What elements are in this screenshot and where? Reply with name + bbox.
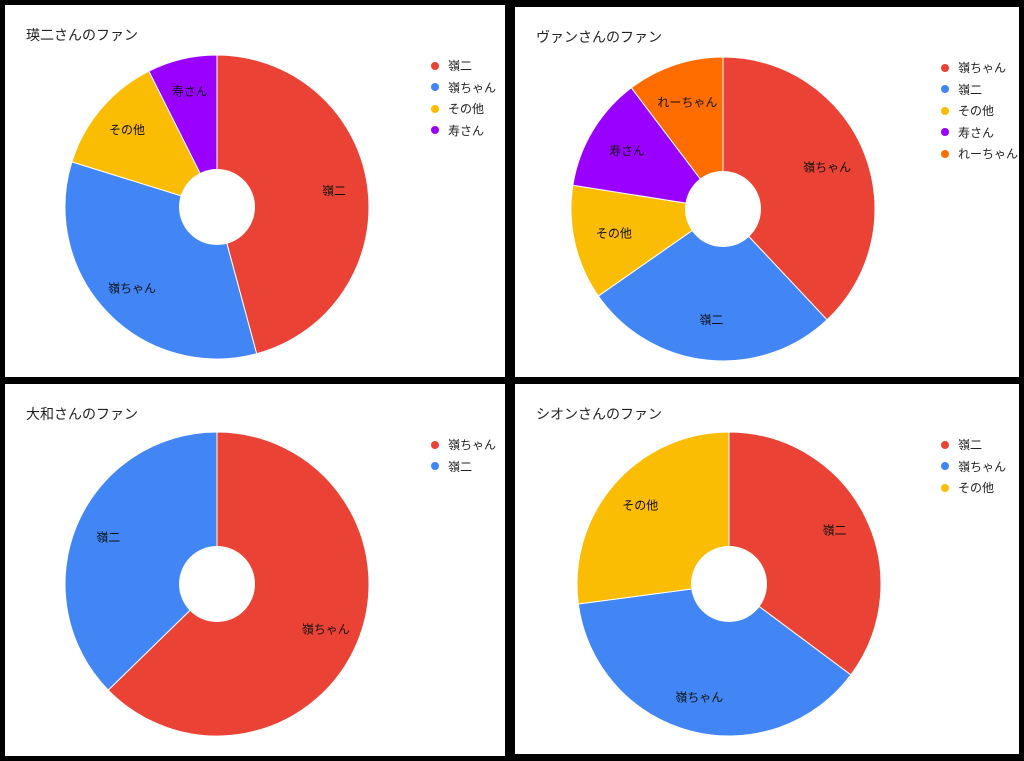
legend-swatch [431,440,439,449]
legend: 嶺二嶺ちゃんその他寿さん [431,55,496,141]
legend-label: その他 [958,104,995,119]
pie-slice [728,431,882,676]
chart-title: 大和さんのファン [26,407,138,423]
chart-panel-1: ヴァンさんのファン 嶺ちゃん 嶺二 その他 寿さん れーちゃん 嶺ちゃん 嶺二 その他 寿さん… [515,7,1019,377]
legend-swatch [941,106,949,115]
pie-slice [576,431,730,605]
slice-label: 嶺ちゃん [803,160,851,174]
legend-item: れーちゃん [941,143,1018,165]
legend-item: 嶺二 [941,434,1006,456]
chart-panel-3: シオンさんのファン 嶺二 嶺ちゃん その他 嶺二 嶺ちゃん その他 [515,384,1019,754]
legend-swatch [431,83,439,92]
slice-label: 嶺ちゃん [675,691,723,705]
legend-swatch [431,126,439,135]
pie-slice [572,87,725,210]
pie-chart: 嶺ちゃん 嶺二 [64,431,370,737]
legend-label: 嶺ちゃん [448,438,497,453]
legend-item: 嶺二 [941,79,1018,101]
legend: 嶺ちゃん 嶺二 [431,434,496,477]
slice-label: 寿さん [172,85,208,99]
legend-label: 嶺二 [958,82,983,97]
donut-hole [179,546,255,622]
slice-label: その他 [596,227,632,241]
legend-item: その他 [941,477,1006,499]
chart-panel-0: 瑛二さんのファン 嶺二 嶺ちゃん その他 寿さん 嶺二 嶺ちゃん その他 寿さん [5,5,505,377]
chart-panel-2: 大和さんのファン 嶺ちゃん 嶺二 嶺ちゃん 嶺二 [5,384,505,756]
legend-label: 嶺二 [958,438,983,453]
slice-label: 嶺二 [699,313,723,327]
pie-slice [577,583,852,737]
legend-label: 嶺二 [448,459,473,474]
slice-label: その他 [109,123,145,137]
legend-swatch [941,483,949,492]
chart-title: 瑛二さんのファン [26,28,138,44]
legend-label: 嶺ちゃん [958,61,1007,76]
slice-label: 嶺二 [96,531,120,545]
chart-title: ヴァンさんのファン [536,30,662,46]
pie-slice [148,54,218,208]
legend-label: 嶺ちゃん [448,80,497,95]
donut-hole [685,171,761,247]
pie-slice [630,56,724,211]
pie-slice [597,208,828,362]
legend-swatch [941,63,949,72]
chart-title: シオンさんのファン [536,407,662,423]
legend-item: 嶺ちゃん [431,77,496,99]
legend-swatch [941,85,949,94]
donut-hole [179,169,255,245]
pie-slice [570,184,725,297]
legend-item: 嶺ちゃん [431,434,496,456]
legend-swatch [941,440,949,449]
legend-item: 嶺ちゃん [941,57,1018,79]
legend-swatch [431,462,439,471]
slice-label: 嶺ちゃん [302,622,350,636]
legend-item: 嶺二 [431,456,496,478]
legend-swatch [941,149,949,158]
legend-label: 嶺ちゃん [958,459,1007,474]
slice-label: その他 [622,499,658,513]
legend-label: 寿さん [448,123,485,138]
legend-swatch [431,104,439,113]
pie-slice [71,70,218,208]
slice-label: 嶺二 [322,184,346,198]
donut-hole [691,546,767,622]
legend-label: その他 [448,102,485,117]
legend-swatch [431,61,439,70]
pie-slice [216,54,370,355]
legend-swatch [941,462,949,471]
slice-label: 寿さん [609,144,645,158]
legend-swatch [941,128,949,137]
legend-item: 嶺ちゃん [941,456,1006,478]
pie-slice [722,56,876,321]
legend-item: その他 [431,98,496,120]
legend-label: 嶺二 [448,59,473,74]
slice-label: 嶺ちゃん [108,281,156,295]
pie-slice [64,431,218,691]
slice-label: 嶺二 [822,524,846,538]
legend-item: 寿さん [941,122,1018,144]
legend-item: 嶺二 [431,55,496,77]
legend: 嶺ちゃん嶺二その他寿さんれーちゃん [941,57,1018,165]
legend-label: 寿さん [958,125,995,140]
legend: 嶺二 嶺ちゃん その他 [941,434,1006,499]
slice-label: れーちゃん [657,95,717,109]
legend-label: れーちゃん [958,147,1019,162]
legend-label: その他 [958,481,995,496]
legend-item: その他 [941,100,1018,122]
legend-item: 寿さん [431,120,496,142]
